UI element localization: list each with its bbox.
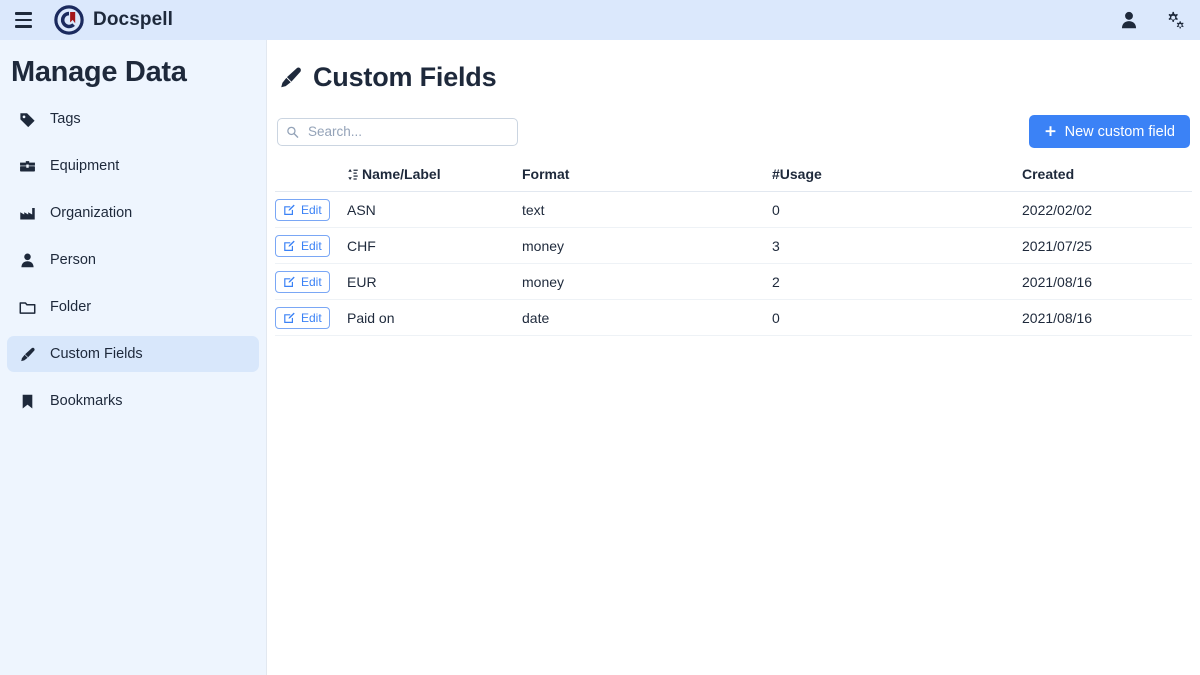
edit-button-label: Edit (301, 202, 322, 217)
cell-name: ASN (347, 191, 522, 228)
cell-format: text (522, 191, 772, 228)
cell-format: money (522, 263, 772, 300)
sidebar-item-label: Equipment (50, 158, 120, 174)
column-header-created[interactable]: Created (1022, 166, 1192, 192)
cell-name: EUR (347, 263, 522, 300)
toolbox-icon (19, 158, 36, 175)
tag-icon (19, 111, 36, 128)
sidebar-item-label: Tags (50, 111, 81, 127)
sidebar-item-label: Folder (50, 299, 92, 315)
app-body: Manage Data Tags (0, 40, 1200, 675)
page-header: Custom Fields (275, 58, 1192, 93)
row-actions-cell: Edit (275, 191, 347, 228)
sidebar: Manage Data Tags (0, 40, 267, 675)
user-icon[interactable] (1118, 9, 1140, 31)
highlighter-icon (19, 346, 36, 363)
sort-icon (348, 168, 358, 181)
cell-usage: 0 (772, 191, 1022, 228)
table-row: Edit ASN text 0 2022/02/02 (275, 191, 1192, 228)
sidebar-item-custom-fields[interactable]: Custom Fields (7, 336, 259, 372)
edit-button[interactable]: Edit (275, 198, 330, 221)
sidebar-item-label: Person (50, 252, 96, 268)
bookmark-icon (19, 393, 36, 410)
plus-icon (1045, 126, 1055, 137)
sidebar-item-person[interactable]: Person (7, 242, 259, 278)
cell-usage: 0 (772, 299, 1022, 336)
top-navbar: Docspell (0, 0, 1200, 40)
row-actions-cell: Edit (275, 299, 347, 336)
brand[interactable]: Docspell (54, 5, 173, 35)
folder-icon (19, 299, 36, 316)
sidebar-item-equipment[interactable]: Equipment (7, 148, 259, 184)
table-body: Edit ASN text 0 2022/02/02 (275, 191, 1192, 336)
cell-created: 2021/08/16 (1022, 263, 1192, 300)
toolbar: New custom field (275, 115, 1192, 148)
sidebar-item-label: Custom Fields (50, 346, 143, 362)
cell-usage: 2 (772, 263, 1022, 300)
table-row: Edit CHF money 3 2021/07/25 (275, 227, 1192, 264)
brand-name: Docspell (93, 9, 173, 30)
pencil-square-icon (284, 240, 295, 251)
table-row: Edit Paid on date 0 2021/08/16 (275, 299, 1192, 336)
hamburger-bar (14, 25, 32, 28)
column-header-actions (275, 166, 347, 192)
sidebar-item-label: Organization (50, 205, 133, 221)
new-custom-field-label: New custom field (1064, 123, 1175, 140)
cell-usage: 3 (772, 227, 1022, 264)
person-icon (19, 252, 36, 269)
edit-button[interactable]: Edit (275, 270, 330, 293)
table-row: Edit EUR money 2 2021/08/16 (275, 263, 1192, 300)
sidebar-nav: Tags Equipment (7, 101, 259, 430)
cell-name: Paid on (347, 299, 522, 336)
docspell-logo (54, 5, 84, 35)
cell-created: 2021/08/16 (1022, 299, 1192, 336)
row-actions-cell: Edit (275, 227, 347, 264)
edit-button[interactable]: Edit (275, 306, 330, 329)
pencil-square-icon (284, 276, 295, 287)
column-header-created-label: Created (1022, 166, 1075, 182)
sidebar-title: Manage Data (11, 56, 187, 88)
edit-button-label: Edit (301, 238, 322, 253)
main-content: Custom Fields New custom field (267, 40, 1200, 675)
sidebar-item-bookmarks[interactable]: Bookmarks (7, 383, 259, 419)
sidebar-item-organization[interactable]: Organization (7, 195, 259, 231)
sidebar-item-folder[interactable]: Folder (7, 289, 259, 325)
pencil-square-icon (284, 204, 295, 215)
sidebar-item-label: Bookmarks (50, 393, 123, 409)
cogs-icon[interactable] (1164, 9, 1186, 31)
table-header: Name/Label Format #Usage Created (275, 166, 1192, 192)
cell-created: 2022/02/02 (1022, 191, 1192, 228)
topbar-actions (1118, 9, 1186, 31)
page-title: Custom Fields (313, 62, 497, 92)
row-actions-cell: Edit (275, 263, 347, 300)
column-header-format[interactable]: Format (522, 166, 772, 192)
column-header-name[interactable]: Name/Label (347, 166, 522, 192)
cell-format: money (522, 227, 772, 264)
column-header-usage-label: #Usage (772, 166, 822, 182)
hamburger-bar (14, 12, 32, 15)
sidebar-item-tags[interactable]: Tags (7, 101, 259, 137)
factory-icon (19, 205, 36, 222)
new-custom-field-button[interactable]: New custom field (1028, 115, 1190, 148)
edit-button-label: Edit (301, 274, 322, 289)
search-field (277, 117, 518, 146)
edit-button[interactable]: Edit (275, 234, 330, 257)
cell-format: date (522, 299, 772, 336)
pencil-square-icon (284, 312, 295, 323)
edit-button-label: Edit (301, 310, 322, 325)
column-header-name-label: Name/Label (362, 166, 441, 182)
column-header-usage[interactable]: #Usage (772, 166, 1022, 192)
cell-name: CHF (347, 227, 522, 264)
table-header-row: Name/Label Format #Usage Created (275, 166, 1192, 192)
search-input[interactable] (277, 117, 518, 146)
highlighter-icon (277, 65, 303, 91)
column-header-format-label: Format (522, 166, 570, 182)
custom-fields-table: Name/Label Format #Usage Created (275, 166, 1192, 336)
cell-created: 2021/07/25 (1022, 227, 1192, 264)
hamburger-icon[interactable] (10, 7, 36, 33)
hamburger-bar (14, 18, 32, 22)
